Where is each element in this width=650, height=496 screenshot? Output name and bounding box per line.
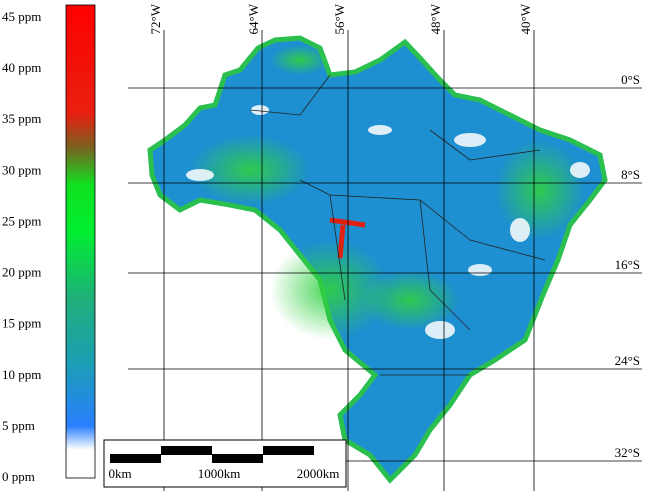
latitude-label: 16°S: [615, 257, 640, 272]
longitude-label: 48°W: [428, 3, 443, 34]
scale-label: 2000km: [297, 466, 340, 481]
scale-bar: [103, 439, 347, 488]
longitude-label: 64°W: [246, 3, 261, 34]
colorbar-label: 10 ppm: [2, 367, 41, 382]
latitude-label: 24°S: [615, 353, 640, 368]
latitude-label: 0°S: [621, 72, 640, 87]
country-shape: [147, 35, 608, 484]
latitude-label: 8°S: [621, 167, 640, 182]
colorbar-label: 15 ppm: [2, 316, 41, 331]
colorbar-label: 25 ppm: [2, 213, 41, 228]
colorbar-label: 0 ppm: [2, 469, 35, 484]
scale-label: 1000km: [198, 466, 241, 481]
colorbar-label: 35 ppm: [2, 111, 41, 126]
colorbar-label: 30 ppm: [2, 162, 41, 177]
colorbar: [65, 4, 96, 479]
colorbar-label: 5 ppm: [2, 418, 35, 433]
longitude-label: 56°W: [332, 3, 347, 34]
longitude-label: 40°W: [518, 3, 533, 34]
latitude-label: 32°S: [615, 445, 640, 460]
scale-label: 0km: [108, 466, 131, 481]
colorbar-label: 45 ppm: [2, 9, 41, 24]
colorbar-label: 40 ppm: [2, 60, 41, 75]
longitude-label: 72°W: [148, 3, 163, 34]
colorbar-label: 20 ppm: [2, 265, 41, 280]
